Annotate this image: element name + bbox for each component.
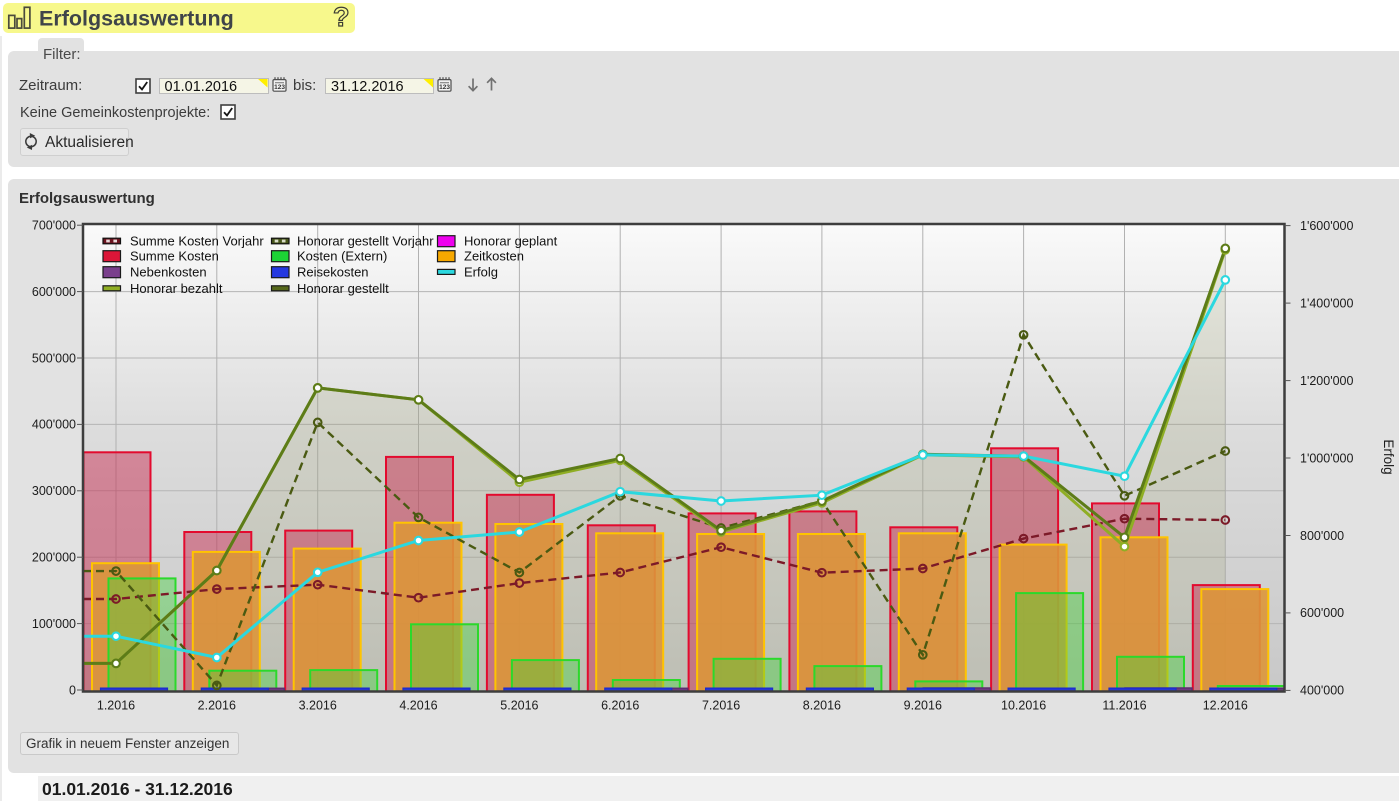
svg-text:400'000: 400'000 bbox=[1300, 684, 1344, 698]
svg-text:7.2016: 7.2016 bbox=[702, 699, 740, 713]
svg-text:600'000: 600'000 bbox=[32, 285, 76, 299]
svg-text:2.2016: 2.2016 bbox=[198, 699, 236, 713]
svg-text:?: ? bbox=[333, 2, 350, 32]
svg-text:9.2016: 9.2016 bbox=[904, 699, 942, 713]
svg-text:Kosten (Extern): Kosten (Extern) bbox=[297, 249, 387, 264]
svg-text:Erfolg: Erfolg bbox=[464, 265, 498, 280]
svg-text:Honorar geplant: Honorar geplant bbox=[464, 234, 558, 249]
svg-text:123: 123 bbox=[274, 83, 285, 90]
svg-text:Summe Kosten Vorjahr: Summe Kosten Vorjahr bbox=[130, 234, 264, 249]
svg-text:Nebenkosten: Nebenkosten bbox=[130, 265, 207, 280]
svg-text:600'000: 600'000 bbox=[1300, 606, 1344, 620]
svg-text:8.2016: 8.2016 bbox=[803, 699, 841, 713]
svg-text:4.2016: 4.2016 bbox=[399, 699, 437, 713]
svg-text:12.2016: 12.2016 bbox=[1203, 699, 1248, 713]
svg-text:800'000: 800'000 bbox=[1300, 529, 1344, 543]
svg-text:100'000: 100'000 bbox=[32, 617, 76, 631]
svg-text:5.2016: 5.2016 bbox=[500, 699, 538, 713]
svg-text:300'000: 300'000 bbox=[32, 484, 76, 498]
svg-text:Summe Kosten: Summe Kosten bbox=[130, 249, 219, 264]
svg-text:Erfolgsauswertung: Erfolgsauswertung bbox=[39, 7, 234, 31]
svg-text:10.2016: 10.2016 bbox=[1001, 699, 1046, 713]
svg-text:123: 123 bbox=[439, 83, 450, 90]
svg-text:11.2016: 11.2016 bbox=[1102, 699, 1146, 713]
svg-text:1'400'000: 1'400'000 bbox=[1300, 296, 1353, 310]
svg-text:1'000'000: 1'000'000 bbox=[1300, 451, 1353, 465]
svg-text:500'000: 500'000 bbox=[32, 351, 76, 365]
svg-text:0: 0 bbox=[69, 683, 76, 697]
svg-text:Erfolg: Erfolg bbox=[1381, 439, 1396, 474]
svg-text:Zeitkosten: Zeitkosten bbox=[464, 249, 524, 264]
svg-text:200'000: 200'000 bbox=[32, 551, 76, 565]
svg-text:Honorar bezahlt: Honorar bezahlt bbox=[130, 281, 223, 296]
svg-text:Honorar gestellt: Honorar gestellt bbox=[297, 281, 389, 296]
svg-text:1'600'000: 1'600'000 bbox=[1300, 219, 1353, 233]
svg-text:400'000: 400'000 bbox=[32, 418, 76, 432]
svg-text:3.2016: 3.2016 bbox=[299, 699, 337, 713]
svg-text:Honorar gestellt Vorjahr: Honorar gestellt Vorjahr bbox=[297, 234, 434, 249]
svg-text:1'200'000: 1'200'000 bbox=[1300, 374, 1353, 388]
svg-text:Reisekosten: Reisekosten bbox=[297, 265, 369, 280]
svg-text:1.2016: 1.2016 bbox=[97, 699, 135, 713]
svg-text:6.2016: 6.2016 bbox=[601, 699, 639, 713]
svg-text:700'000: 700'000 bbox=[32, 219, 76, 233]
